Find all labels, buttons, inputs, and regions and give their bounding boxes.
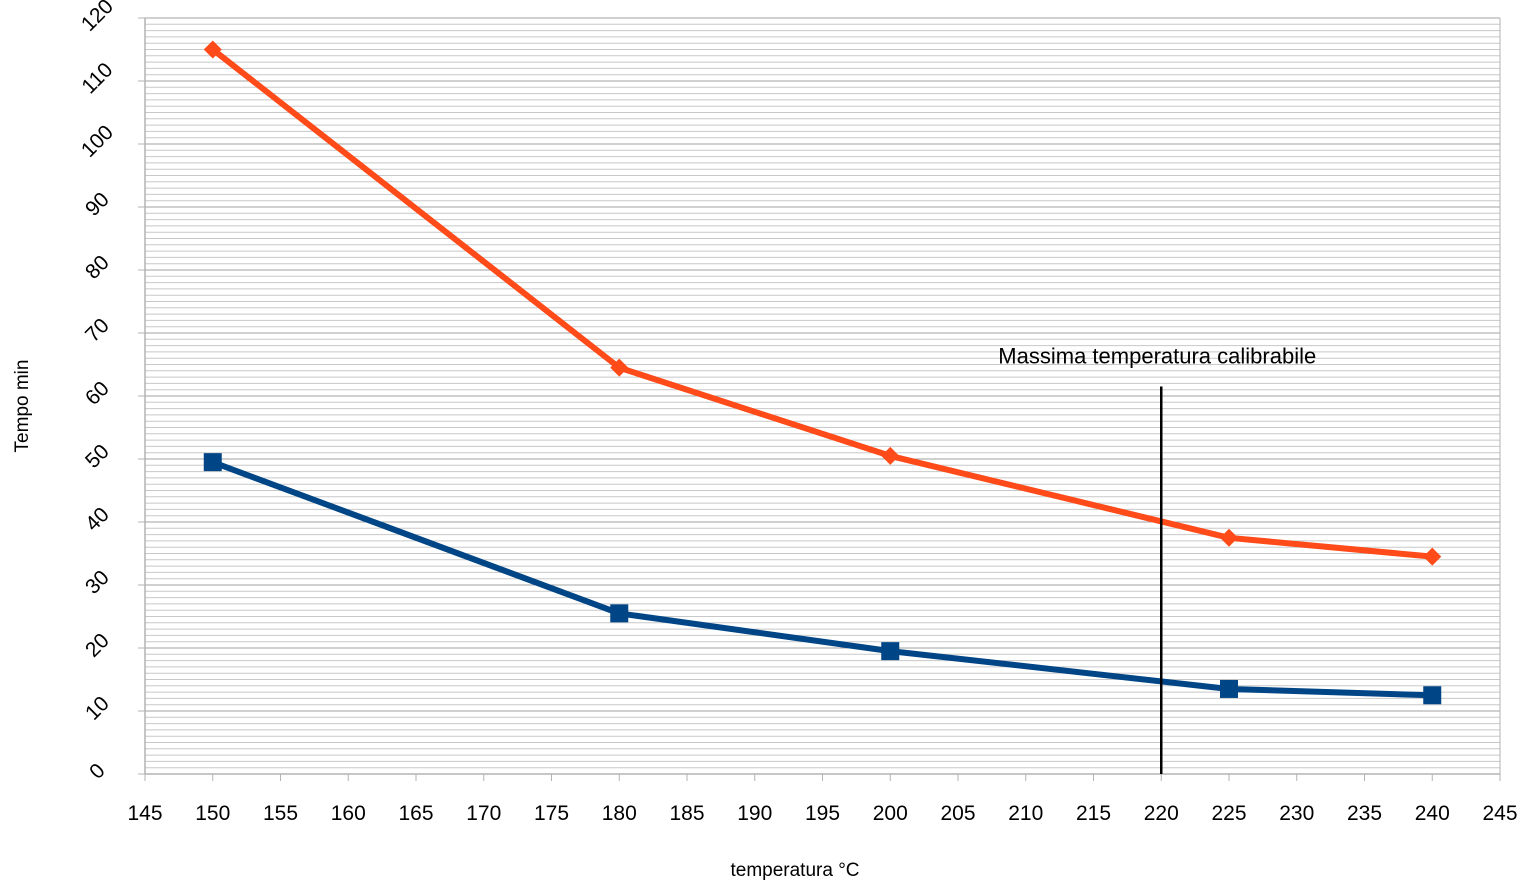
x-tick-label: 180 — [602, 802, 637, 825]
x-tick-label: 145 — [127, 802, 162, 825]
y-tick-label: 80 — [81, 251, 114, 284]
y-tick-label: 110 — [77, 58, 117, 98]
series-1-point — [881, 446, 900, 465]
y-tick-label: 100 — [77, 121, 118, 162]
x-tick-label: 160 — [331, 802, 366, 825]
grid-lines — [145, 17, 1500, 769]
y-tick-label: 30 — [81, 566, 114, 599]
series-1-point — [1423, 547, 1442, 566]
x-tick-label: 240 — [1415, 802, 1450, 825]
y-axis-title: Tempo min — [12, 360, 33, 453]
annotation-group: Massima temperatura calibrabile — [998, 344, 1316, 774]
annotation-label: Massima temperatura calibrabile — [998, 344, 1316, 369]
x-tick-label: 195 — [805, 802, 840, 825]
y-tick-label: 20 — [81, 629, 114, 662]
y-tick-label: 60 — [81, 377, 114, 410]
x-tick-label: 155 — [263, 802, 298, 825]
series-1-point — [610, 358, 629, 377]
series-2-point — [1423, 686, 1442, 705]
x-tick-label: 205 — [940, 802, 975, 825]
x-tick-label: 210 — [1008, 802, 1043, 825]
x-tick-label: 200 — [873, 802, 908, 825]
series-2-point — [610, 604, 629, 623]
y-tick-label: 10 — [81, 692, 114, 725]
x-tick-label: 245 — [1482, 802, 1517, 825]
y-tick-label: 40 — [81, 503, 114, 536]
x-tick-label: 220 — [1144, 802, 1179, 825]
x-tick-labels: 145 150 155 160 165 170 175 180 185 190 195 200 205 2… — [127, 774, 1518, 825]
x-tick-label: 215 — [1076, 802, 1111, 825]
series-2-point — [881, 642, 900, 661]
x-tick-label: 170 — [466, 802, 501, 825]
x-tick-label: 150 — [195, 802, 230, 825]
y-tick-label: 70 — [81, 314, 114, 347]
y-tick-label: 90 — [81, 188, 114, 221]
x-tick-label: 185 — [669, 802, 704, 825]
series-2-point — [203, 453, 222, 472]
x-tick-label: 235 — [1347, 802, 1382, 825]
y-tick-label: 0 — [85, 759, 110, 784]
series-2-point — [1220, 679, 1238, 698]
series-1-point — [1220, 528, 1238, 547]
x-axis-title: temperatura °C — [730, 860, 859, 881]
series-group — [203, 40, 1442, 705]
x-tick-label: 225 — [1211, 802, 1246, 825]
y-tick-label: 50 — [81, 440, 114, 473]
y-tick-label: 120 — [77, 0, 118, 36]
y-tick-labels: 0 10 20 30 40 50 60 70 80 90 100 110 120 — [77, 0, 145, 784]
x-tick-label: 175 — [534, 802, 569, 825]
x-tick-label: 230 — [1279, 802, 1314, 825]
series-1-point — [203, 40, 222, 59]
x-tick-label: 190 — [737, 802, 772, 825]
x-tick-label: 165 — [398, 802, 433, 825]
